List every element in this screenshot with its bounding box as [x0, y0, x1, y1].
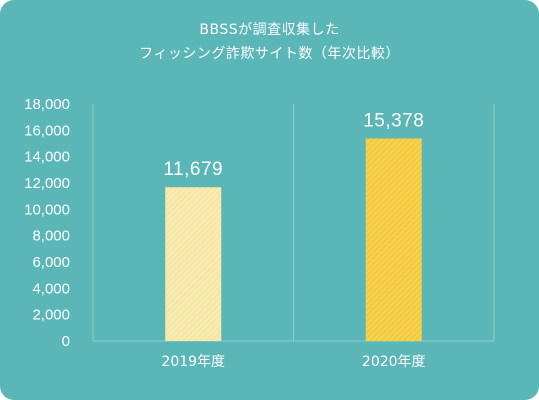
chart-title-line-1: BBSSが調査収集した	[199, 22, 340, 38]
bar-value-label: 11,679	[163, 159, 223, 180]
y-tick-label: 10,000	[24, 201, 70, 218]
y-tick-label: 2,000	[32, 307, 70, 324]
y-tick-label: 0	[62, 333, 70, 350]
y-axis-ticks: 0 2,000 4,000 6,000 8,000 10,000 12,000 14,000 1…	[24, 96, 70, 350]
x-category-label: 2020年度	[362, 354, 426, 370]
bar-1	[165, 187, 222, 341]
chart-title: BBSSが調査収集した フィッシング詐欺サイト数（年次比較）	[0, 18, 539, 66]
chart-title-line-2: フィッシング詐欺サイト数（年次比較）	[139, 46, 400, 62]
y-tick-label: 12,000	[24, 175, 70, 192]
bars: 11,679 15,378	[163, 111, 424, 341]
x-axis-labels: 2019年度 2020年度	[161, 354, 425, 370]
chart-axes	[92, 104, 495, 342]
y-tick-label: 6,000	[32, 254, 70, 271]
y-tick-label: 16,000	[24, 122, 70, 139]
x-category-label: 2019年度	[161, 354, 225, 370]
bar-2	[365, 138, 422, 341]
y-tick-label: 18,000	[24, 96, 70, 113]
y-tick-label: 8,000	[32, 228, 70, 245]
y-tick-label: 4,000	[32, 280, 70, 297]
bar-value-label: 15,378	[363, 111, 424, 132]
y-tick-label: 14,000	[24, 149, 70, 166]
